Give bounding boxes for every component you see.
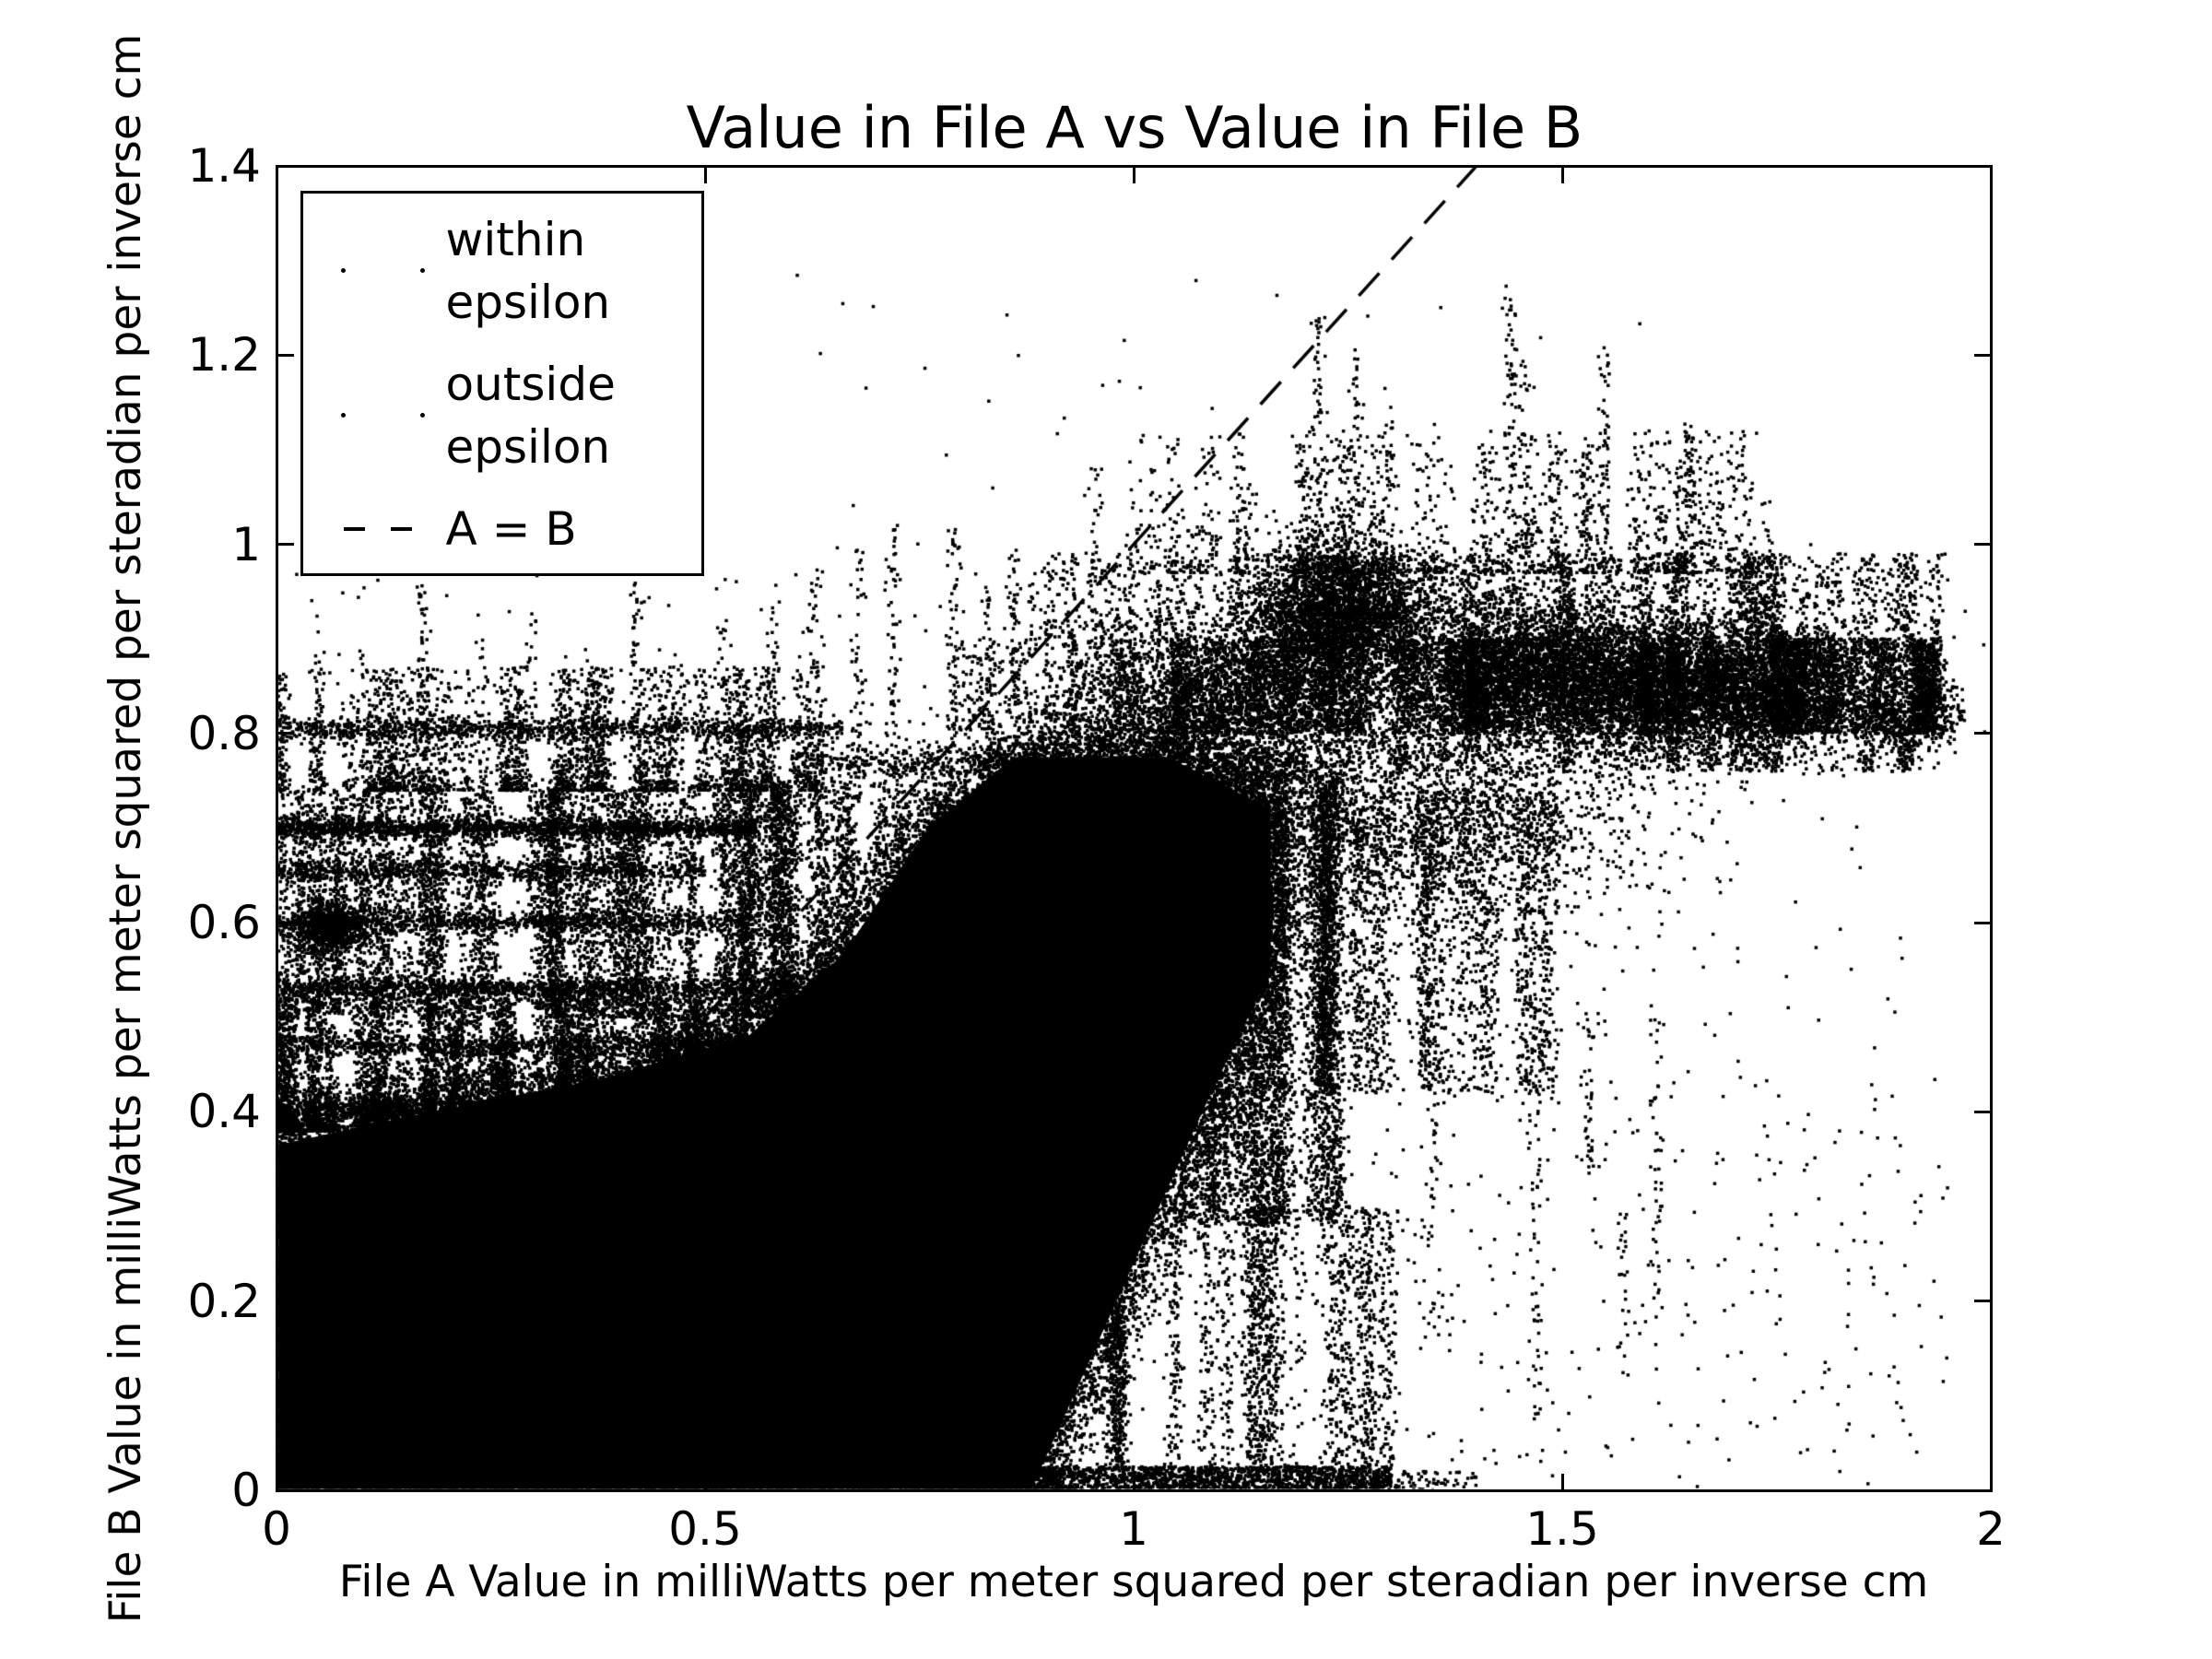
y-tick-label: 0.6 bbox=[187, 896, 261, 950]
x-tick-label: 2 bbox=[1976, 1502, 2006, 1556]
legend: within epsilon outside epsilon A = B bbox=[300, 190, 704, 576]
x-tick-bottom bbox=[275, 1473, 278, 1489]
legend-item-within-epsilon: within epsilon bbox=[303, 208, 701, 334]
y-tick-left bbox=[277, 1488, 294, 1492]
dashed-line-icon bbox=[303, 498, 446, 560]
scatter-point-pair-icon bbox=[303, 353, 446, 478]
y-axis-label: File B Value in milliWatts per meter squ… bbox=[100, 33, 151, 1624]
x-tick-label: 1 bbox=[1119, 1502, 1148, 1556]
x-tick-top bbox=[1989, 167, 1993, 183]
x-tick-label: 0.5 bbox=[668, 1502, 742, 1556]
x-tick-label: 1.5 bbox=[1525, 1502, 1599, 1556]
x-tick-label: 0 bbox=[262, 1502, 291, 1556]
y-tick-label: 1.2 bbox=[187, 328, 261, 382]
x-axis-label: File A Value in milliWatts per meter squ… bbox=[338, 1557, 1929, 1607]
y-tick-label: 0.4 bbox=[187, 1085, 261, 1139]
legend-label: outside epsilon bbox=[445, 357, 616, 474]
x-tick-bottom bbox=[1989, 1473, 1993, 1489]
point-marker-icon bbox=[419, 413, 425, 418]
dash-sample-icon bbox=[343, 526, 416, 531]
y-tick-left bbox=[277, 1300, 294, 1303]
y-tick-right bbox=[1973, 732, 1990, 735]
x-tick-bottom bbox=[703, 1473, 707, 1489]
y-tick-label: 0 bbox=[231, 1464, 261, 1517]
y-tick-right bbox=[1973, 1110, 1990, 1113]
y-tick-right bbox=[1973, 1488, 1990, 1492]
y-tick-right bbox=[1973, 353, 1990, 357]
y-tick-left bbox=[277, 353, 294, 357]
y-tick-right bbox=[1973, 1300, 1990, 1303]
x-tick-top bbox=[275, 167, 278, 183]
y-tick-left bbox=[277, 1110, 294, 1113]
legend-label: A = B bbox=[445, 501, 577, 556]
y-tick-label: 1.4 bbox=[187, 139, 261, 193]
y-tick-right bbox=[1973, 543, 1990, 547]
plot-title: Value in File A vs Value in File B bbox=[686, 94, 1583, 161]
point-marker-icon bbox=[340, 413, 346, 418]
legend-item-outside-epsilon: outside epsilon bbox=[303, 353, 701, 478]
y-tick-label: 1 bbox=[231, 517, 261, 571]
x-tick-top bbox=[703, 167, 707, 183]
x-tick-top bbox=[1132, 167, 1135, 183]
legend-label: within epsilon bbox=[445, 212, 611, 329]
legend-item-a-b: A = B bbox=[303, 498, 701, 560]
y-tick-left bbox=[277, 732, 294, 735]
scatter-point-pair-icon bbox=[303, 208, 446, 334]
x-tick-top bbox=[1560, 167, 1564, 183]
x-tick-bottom bbox=[1560, 1473, 1564, 1489]
y-tick-left bbox=[277, 921, 294, 924]
y-tick-left bbox=[277, 164, 294, 168]
y-tick-left bbox=[277, 543, 294, 547]
x-tick-bottom bbox=[1132, 1473, 1135, 1489]
y-tick-right bbox=[1973, 921, 1990, 924]
point-marker-icon bbox=[340, 268, 346, 273]
point-marker-icon bbox=[419, 268, 425, 273]
y-tick-label: 0.8 bbox=[187, 706, 261, 760]
y-tick-right bbox=[1973, 164, 1990, 168]
y-tick-label: 0.2 bbox=[187, 1274, 261, 1328]
plot-border bbox=[275, 164, 1993, 1492]
